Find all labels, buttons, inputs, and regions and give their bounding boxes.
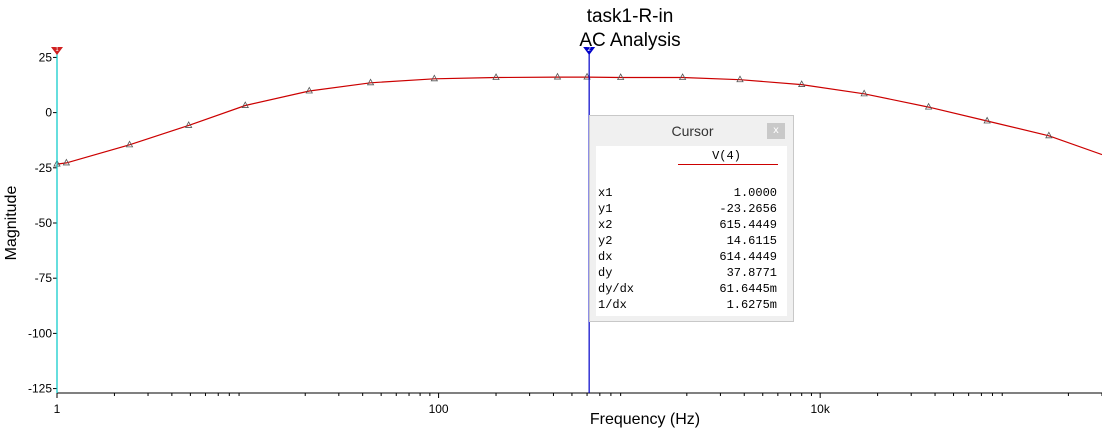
data-point-marker — [1045, 131, 1053, 139]
data-point-marker — [366, 78, 375, 86]
cursor-row-inv-dx: 1/dx 1.6275m — [596, 298, 777, 314]
data-point-marker — [125, 140, 134, 148]
cursor-row-y2: y2 14.6115 — [596, 234, 777, 250]
cursor-row-label: x1 — [598, 186, 613, 200]
data-point-marker — [305, 86, 313, 94]
data-point-marker — [62, 158, 71, 166]
cursor-row-value: 614.4449 — [719, 250, 777, 264]
cursor-row-dy-dx: dy/dx 61.6445m — [596, 282, 777, 298]
cursor-row-value: 61.6445m — [719, 282, 777, 296]
cursor-panel-header[interactable]: Cursor x — [590, 116, 793, 146]
series-layer — [53, 72, 1102, 167]
data-point-marker — [736, 75, 744, 83]
cursor-row-label: dy/dx — [598, 282, 635, 296]
cursor-row-dy: dy 37.8771 — [596, 266, 777, 282]
cursor-panel[interactable]: Cursor x V(4) x1 1.0000 y1 -23.2656 x2 6… — [589, 115, 794, 322]
cursor-row-label: y2 — [598, 234, 613, 248]
cursor-row-y1: y1 -23.2656 — [596, 202, 777, 218]
cursor-row-value: 14.6115 — [726, 234, 777, 248]
close-icon[interactable]: x — [767, 123, 785, 139]
x-tick-label: 10k — [810, 402, 830, 416]
data-point-marker — [860, 89, 868, 97]
cursor-row-label: x2 — [598, 218, 613, 232]
data-point-marker — [678, 73, 687, 80]
cursor-row-value: 615.4449 — [719, 218, 777, 232]
series-color-swatch — [678, 164, 778, 165]
data-point-marker — [430, 74, 439, 82]
chart-title-line-1: task1-R-in — [586, 6, 674, 27]
cursor-marker-2-icon[interactable] — [583, 47, 596, 55]
data-point-marker — [798, 80, 806, 87]
data-point-marker — [924, 102, 933, 110]
y-tick-label: -50 — [35, 216, 53, 230]
data-point-marker — [983, 116, 991, 124]
y-axis-label: Magnitude — [3, 186, 20, 261]
y-tick-label: -75 — [35, 271, 53, 285]
cursor-marker-1-icon[interactable] — [51, 47, 63, 55]
cursor-row-value: 1.6275m — [726, 298, 777, 312]
cursor-marker-label: 1 — [55, 46, 59, 53]
cursor-values-table: V(4) x1 1.0000 y1 -23.2656 x2 615.4449 y… — [596, 146, 787, 316]
cursor-row-label: dx — [598, 250, 613, 264]
chart-title-line-2: AC Analysis — [579, 30, 681, 51]
y-tick-label: -125 — [28, 382, 52, 396]
x-tick-label: 1 — [54, 402, 61, 416]
y-tick-label: 0 — [45, 106, 52, 120]
cursor-column-header: V(4) — [712, 149, 741, 163]
cursor-row-label: 1/dx — [598, 298, 627, 312]
cursor-row-x1: x1 1.0000 — [596, 186, 777, 202]
series-line — [56, 76, 1102, 165]
y-tick-label: 25 — [39, 50, 53, 64]
data-point-marker — [553, 72, 562, 80]
cursor-marker-label: 2 — [587, 46, 591, 53]
y-tick-label: -100 — [28, 326, 52, 340]
y-tick-label: -25 — [35, 161, 53, 175]
cursor-row-x2: x2 615.4449 — [596, 218, 777, 234]
cursor-panel-title: Cursor — [671, 123, 714, 139]
data-point-marker — [241, 101, 249, 108]
data-point-marker — [583, 72, 591, 80]
x-axis-label: Frequency (Hz) — [590, 411, 700, 428]
cursor-row-label: y1 — [598, 202, 613, 216]
x-tick-label: 100 — [429, 402, 449, 416]
cursor-row-label: dy — [598, 266, 613, 280]
cursor-row-value: 37.8771 — [726, 266, 777, 280]
data-point-marker — [616, 73, 625, 80]
data-point-marker — [185, 121, 193, 128]
cursor-row-dx: dx 614.4449 — [596, 250, 777, 266]
data-point-marker — [492, 73, 500, 80]
cursor-row-value: -23.2656 — [719, 202, 777, 216]
cursor-row-value: 1.0000 — [733, 186, 777, 200]
